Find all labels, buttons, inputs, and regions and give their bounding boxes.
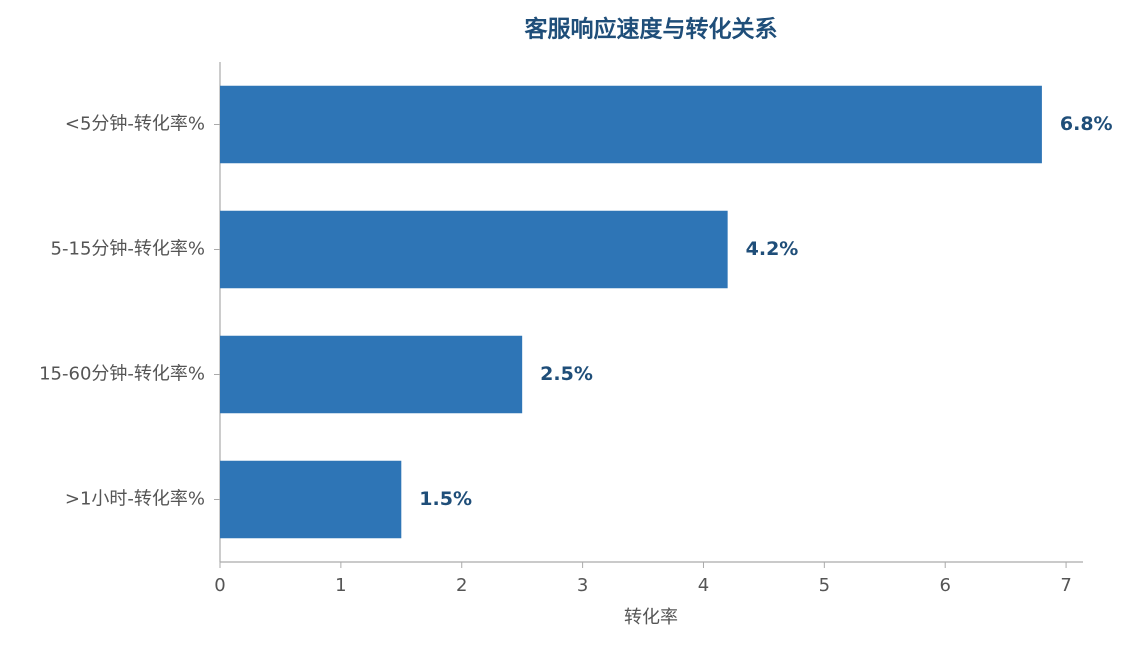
x-tick-label: 5 <box>819 575 830 596</box>
x-tick-label: 2 <box>456 575 467 596</box>
x-tick-label: 7 <box>1060 575 1071 596</box>
value-label: 1.5% <box>419 488 472 510</box>
value-label: 6.8% <box>1060 113 1113 135</box>
chart-title: 客服响应速度与转化关系 <box>525 16 778 43</box>
y-tick-label: >1小时-转化率% <box>65 489 205 510</box>
x-tick-label: 0 <box>214 575 225 596</box>
value-label: 4.2% <box>746 238 799 260</box>
x-tick-label: 4 <box>698 575 709 596</box>
bar <box>220 460 402 539</box>
bar <box>220 210 728 289</box>
value-label: 2.5% <box>540 363 593 385</box>
y-tick-label: 15-60分钟-转化率% <box>39 364 205 385</box>
x-tick-label: 6 <box>939 575 950 596</box>
y-tick-label: 5-15分钟-转化率% <box>51 239 205 260</box>
x-axis-label: 转化率 <box>624 607 678 628</box>
x-tick-label: 1 <box>335 575 346 596</box>
y-tick-label: <5分钟-转化率% <box>65 114 205 135</box>
x-tick-label: 3 <box>577 575 588 596</box>
bar <box>220 335 523 414</box>
bar <box>220 85 1042 164</box>
